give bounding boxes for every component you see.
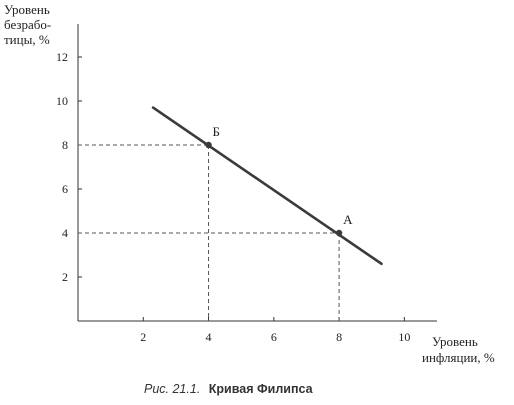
point-label: Б [213,124,220,139]
data-point [205,141,212,149]
phillips-curve-line [151,106,383,266]
tick-labels: 2 4 6 8 10 2 4 6 8 10 12 [56,50,410,344]
y-tick-label: 8 [62,138,68,152]
x-tick-label: 4 [206,330,212,344]
caption-title: Кривая Филипса [209,382,314,396]
x-tick-label: 2 [140,330,146,344]
y-tick-label: 6 [62,182,68,196]
point-label: А [343,212,353,227]
y-tick-label: 2 [62,270,68,284]
y-tick-label: 12 [56,50,68,64]
guide-lines [78,144,340,321]
x-tick-label: 6 [271,330,277,344]
caption-prefix: Рис. 21.1. [144,382,200,396]
x-axis-label-line-1: Уровень [432,334,478,349]
figure-caption: Рис. 21.1. Кривая Филипса [144,382,314,396]
y-axis-label-line-1: Уровень [4,2,50,17]
x-tick-label: 10 [398,330,410,344]
x-axis-label: Уровень инфляции, % [422,334,495,365]
x-tick-label: 8 [336,330,342,344]
data-points: БА [205,124,353,237]
y-tick-label: 4 [62,226,68,240]
data-point [335,229,343,237]
y-axis-label-line-2: безрабо- [4,17,51,32]
x-axis-label-line-2: инфляции, % [422,350,495,365]
y-tick-label: 10 [56,94,68,108]
series-layer [151,106,383,266]
axes [77,24,437,322]
y-axis-label: Уровень безрабо- тицы, % [4,2,54,47]
y-axis-label-line-3: тицы, % [4,32,50,47]
